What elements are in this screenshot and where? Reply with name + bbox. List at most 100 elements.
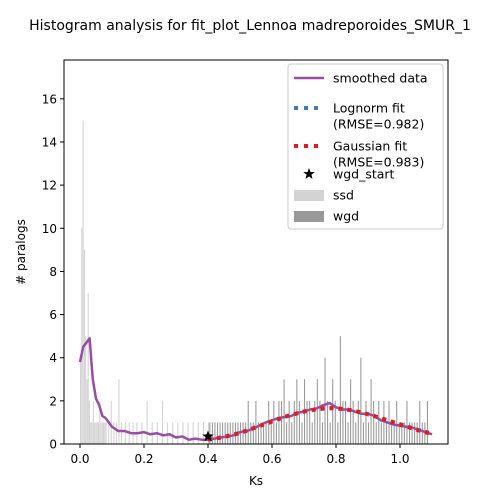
ssd-bar: [91, 422, 93, 444]
wgd-bar: [319, 400, 321, 444]
y-tick-label: 8: [49, 265, 57, 279]
wgd-bar: [324, 357, 326, 444]
wgd-bar: [286, 422, 288, 444]
legend-swatch: [294, 190, 324, 201]
legend: smoothed data Lognorm fit (RMSE=0.982) Gaus…: [287, 63, 444, 230]
wgd-bar: [306, 400, 308, 444]
ssd-bar: [101, 422, 103, 444]
wgd-bar: [252, 422, 254, 444]
curves-layer: [78, 337, 433, 442]
wgd-bar: [301, 422, 303, 444]
ssd-bar: [177, 422, 179, 444]
ssd-bar: [96, 422, 98, 444]
legend-label: ssd: [333, 188, 354, 203]
ssd-bar: [103, 422, 105, 444]
wgd-bar: [385, 422, 387, 444]
y-tick-label: 6: [49, 308, 57, 322]
wgd-bar: [421, 422, 423, 444]
wgd-bar: [311, 422, 313, 444]
x-tick-label: 1.0: [390, 452, 409, 466]
wgd-bar: [401, 422, 403, 444]
wgd-bar: [211, 422, 213, 444]
ssd-bar: [187, 422, 189, 444]
wgd-bar: [219, 422, 221, 444]
wgd-bar: [314, 400, 316, 444]
ssd-bar: [100, 422, 102, 444]
wgd-bar: [245, 422, 247, 444]
wgd-bar: [416, 422, 418, 444]
ssd-bar: [118, 379, 120, 444]
ssd-bar: [87, 292, 89, 444]
legend-label: Lognorm fit (RMSE=0.982): [333, 101, 424, 132]
wgd-bar: [263, 422, 265, 444]
wgd-bar: [291, 422, 293, 444]
wgd-bar: [288, 400, 290, 444]
wgd-bar: [273, 400, 275, 444]
x-tick-label: 0.2: [134, 452, 153, 466]
wgd-bar: [209, 422, 211, 444]
legend-entry-wgd_start: wgd_start: [303, 167, 395, 182]
wgd-bar: [337, 422, 339, 444]
y-tick-label: 0: [49, 438, 57, 452]
ssd-bar: [192, 422, 194, 444]
ssd-bar: [88, 400, 91, 444]
wgd-bar: [339, 336, 341, 444]
ssd-bar: [120, 422, 123, 444]
wgd-bar: [214, 422, 216, 444]
ticks-layer: 0.0 0.2 0.4 0.6 0.8 1.0 0 2 4 6 8 10 12 14 16: [42, 92, 410, 466]
wgd-bar: [242, 422, 244, 444]
wgd-bar: [360, 357, 362, 444]
wgd-bar: [391, 422, 393, 444]
legend-entry-wgd: wgd: [294, 209, 359, 224]
wgd-bar: [414, 422, 416, 444]
wgd-bar: [362, 422, 364, 444]
wgd-bar: [393, 422, 395, 444]
wgd-bar: [380, 422, 382, 444]
ssd-bar: [113, 422, 115, 444]
ssd-bar: [97, 422, 99, 444]
y-tick-label: 14: [42, 135, 57, 149]
wgd-bar: [426, 400, 428, 444]
legend-entry-ssd: ssd: [294, 188, 354, 203]
wgd-bar: [327, 400, 329, 444]
ssd-bar: [90, 422, 92, 444]
ssd-bar: [167, 422, 169, 444]
legend-entry-lognorm: Lognorm fit (RMSE=0.982): [294, 101, 424, 132]
x-tick-label: 0.4: [198, 452, 217, 466]
wgd-bar: [370, 379, 372, 444]
wgd-bar: [247, 400, 249, 444]
y-axis-label: # paralogs: [14, 219, 28, 285]
wgd-bar: [406, 400, 408, 444]
ssd-bar: [92, 400, 94, 444]
ssd-bar: [172, 422, 174, 444]
wgd-bar: [227, 422, 229, 444]
wgd-bar: [321, 422, 323, 444]
legend-entry-gaussian: Gaussian fit (RMSE=0.983): [294, 139, 424, 170]
wgd-bar: [255, 400, 257, 444]
ssd-bar: [110, 400, 112, 444]
wgd-bar: [403, 422, 405, 444]
wgd-bar: [419, 400, 421, 444]
wgd-bar: [357, 400, 359, 444]
wgd-bar: [411, 422, 413, 444]
wgd-bar: [408, 422, 411, 444]
wgd-start-marker: [202, 430, 214, 442]
wgd-bar: [229, 422, 231, 444]
wgd-bar: [232, 422, 234, 444]
wgd-bar: [309, 400, 311, 444]
ssd-bar: [99, 400, 101, 444]
wgd-bar: [265, 422, 267, 444]
ssd-bar: [182, 422, 184, 444]
wgd-bar: [344, 400, 347, 444]
wgd-bar: [278, 400, 280, 444]
ssd-bar: [115, 422, 117, 444]
y-tick-label: 4: [49, 351, 57, 365]
wgd-bar: [373, 400, 375, 444]
chart-title: Histogram analysis for fit_plot_Lennoa m…: [29, 18, 471, 34]
wgd-bar: [334, 400, 336, 444]
ssd-bar: [86, 379, 88, 444]
wgd-bar: [280, 400, 283, 444]
wgd-bar: [260, 422, 262, 444]
x-axis-label: Ks: [249, 474, 263, 488]
